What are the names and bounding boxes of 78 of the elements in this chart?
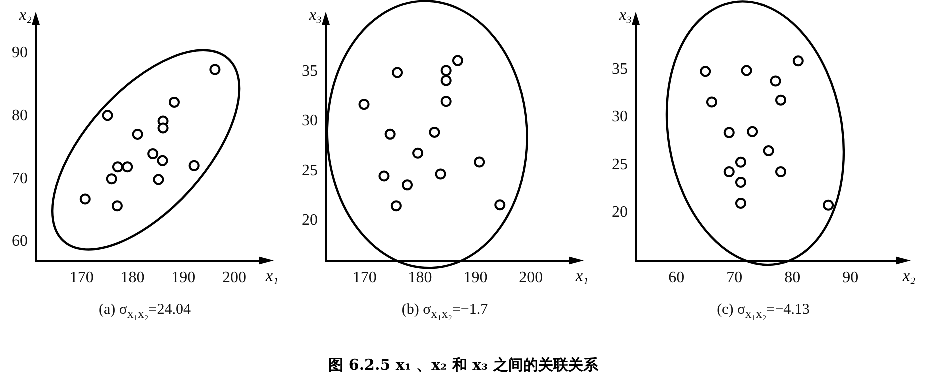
y-tick-label: 25 [612,156,628,174]
y-tick-label: 30 [612,108,628,126]
text: (b) σ$_{x₁x₂}$=−1.7 [400,302,490,322]
point [776,94,786,106]
point [770,76,782,87]
point [112,200,123,212]
point [494,200,506,211]
point [80,194,91,205]
point [741,65,752,76]
point [440,96,452,108]
y-tick-label: 60 [12,233,28,250]
point [210,64,221,76]
point [474,156,486,168]
point [188,160,200,172]
y-tick-label: 20 [612,204,628,222]
point [148,148,159,160]
x-tick-label: 170 [352,270,377,287]
point [440,75,452,86]
point [378,170,390,182]
caption: 图 6.2.5 x₁ 、x₂ 和 x₃ 之间的关联关系 [328,356,600,375]
point [435,168,446,180]
x-axis-title: x₂ [902,268,916,286]
x-tick-label: 180 [408,270,432,287]
point [112,162,124,173]
x-tick-label: 60 [668,270,685,287]
point [763,145,774,156]
y-axis-title: x₃ [618,7,632,24]
point [384,128,396,140]
x-tick-label: 90 [842,270,859,287]
x-tick-label: 190 [172,270,196,287]
y-axis-title: x₃ [308,7,322,24]
point [776,166,786,178]
point [132,128,144,140]
y-axis-title: x₂ [18,7,32,24]
y-tick-label: 35 [302,62,318,80]
x-tick-label: 80 [784,270,801,287]
point [157,155,168,166]
y-tick-label: 20 [302,212,318,230]
point [390,200,402,212]
point [358,99,370,110]
point [724,166,735,178]
point [700,66,712,78]
point [440,65,452,76]
point [429,126,440,138]
y-tick-label: 25 [302,162,318,180]
x-axis-title: x₁ [265,268,279,286]
point [735,156,746,168]
x-tick-label: 200 [519,270,544,287]
point [122,162,134,173]
x-tick-label: 180 [120,270,145,287]
y-tick-label: 80 [12,107,28,124]
y-tick-label: 70 [12,170,28,188]
y-tick-label: 30 [302,112,318,130]
point [392,67,404,78]
point [792,56,804,67]
point [452,55,464,66]
point [706,96,718,108]
text: (c) σ$_{x₁x₂}$=−4.13 [716,302,811,322]
point [823,200,834,211]
point [412,148,424,159]
point [747,126,758,138]
y-tick-label: 90 [12,44,28,62]
point [735,176,746,188]
x-tick-label: 200 [222,270,247,287]
point [735,198,746,209]
point [102,110,114,122]
x-tick-label: 170 [70,270,94,287]
x-axis-title: x₁ [575,268,589,286]
point [106,174,118,185]
point [402,180,414,191]
x-tick-label: 190 [464,270,488,287]
point [724,127,735,138]
point [158,122,169,134]
point [153,174,164,186]
text: (a) σ$_{x₁x₂}$=24.04 [98,302,192,322]
y-tick-label: 35 [612,60,628,78]
x-tick-label: 70 [726,270,743,287]
point [168,96,180,108]
